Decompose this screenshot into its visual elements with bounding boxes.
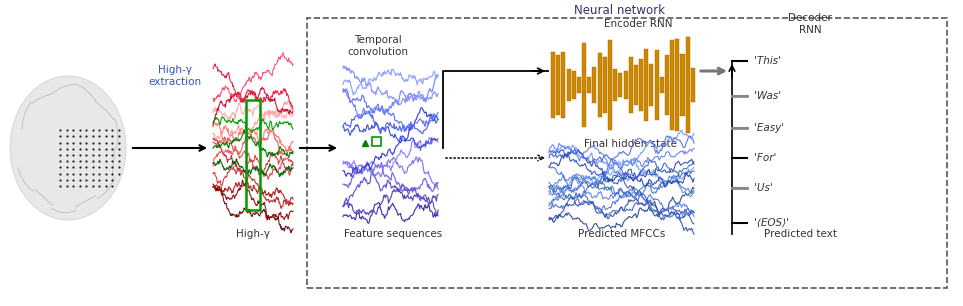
- Bar: [649, 64, 654, 106]
- Bar: [577, 77, 581, 93]
- Bar: [639, 59, 643, 111]
- Bar: [634, 65, 638, 105]
- Text: '⟨EOS⟩': '⟨EOS⟩': [754, 218, 789, 228]
- Bar: [623, 71, 628, 99]
- Text: High-γ: High-γ: [236, 229, 270, 239]
- Bar: [551, 52, 555, 118]
- Text: Feature sequences: Feature sequences: [344, 229, 442, 239]
- Bar: [690, 68, 695, 102]
- Bar: [372, 137, 381, 146]
- Text: Neural network: Neural network: [575, 5, 665, 17]
- Text: Final hidden state: Final hidden state: [584, 139, 676, 149]
- Text: Decoder
RNN: Decoder RNN: [788, 13, 832, 35]
- Bar: [655, 50, 659, 120]
- Bar: [660, 77, 664, 93]
- Bar: [598, 53, 602, 117]
- Bar: [618, 73, 622, 97]
- Bar: [592, 67, 596, 103]
- Text: 'Was': 'Was': [754, 91, 781, 101]
- Bar: [675, 39, 679, 131]
- Bar: [608, 40, 612, 130]
- Text: 'For': 'For': [754, 153, 776, 163]
- Bar: [686, 37, 690, 133]
- Bar: [566, 69, 571, 101]
- Bar: [582, 43, 586, 127]
- Text: Predicted text: Predicted text: [764, 229, 837, 239]
- Text: 'Us': 'Us': [754, 183, 772, 193]
- Text: High-γ
extraction: High-γ extraction: [148, 65, 201, 87]
- Bar: [603, 57, 607, 113]
- Ellipse shape: [10, 76, 126, 220]
- Bar: [644, 49, 648, 121]
- Bar: [572, 71, 576, 99]
- Bar: [307, 18, 947, 288]
- Bar: [664, 55, 669, 115]
- Bar: [246, 100, 260, 210]
- Bar: [587, 77, 591, 93]
- Bar: [561, 52, 565, 118]
- Bar: [670, 40, 674, 130]
- Bar: [613, 69, 617, 101]
- Bar: [681, 54, 685, 116]
- Text: 'This': 'This': [754, 56, 781, 66]
- Text: Encoder RNN: Encoder RNN: [604, 19, 672, 29]
- Bar: [557, 55, 560, 115]
- Text: 'Easy': 'Easy': [754, 123, 784, 133]
- Text: Predicted MFCCs: Predicted MFCCs: [579, 229, 665, 239]
- Text: Temporal
convolution: Temporal convolution: [348, 35, 408, 57]
- Bar: [629, 57, 633, 113]
